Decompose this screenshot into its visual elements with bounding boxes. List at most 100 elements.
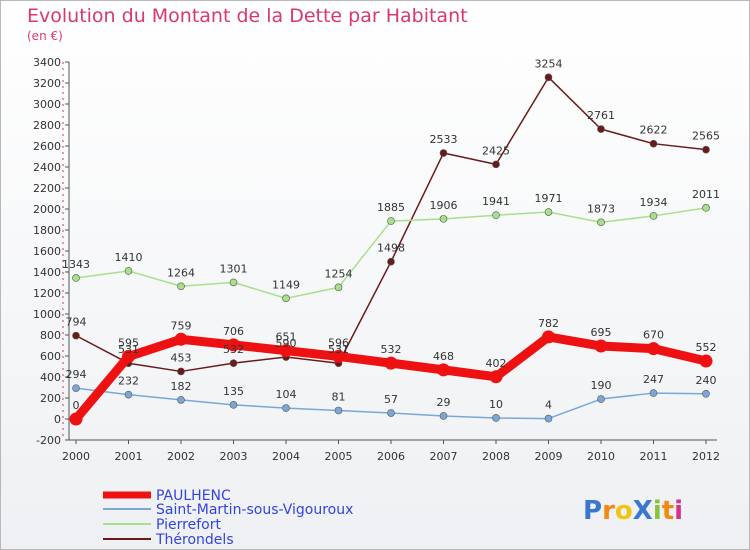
y-tick-label: 200	[40, 392, 61, 405]
y-tick-label: 1000	[33, 308, 61, 321]
data-point-paulhenc	[437, 363, 450, 377]
data-label-paulhenc: 552	[696, 341, 717, 354]
data-point-paulhenc	[384, 356, 398, 370]
data-label-paulhenc: 468	[433, 350, 454, 363]
logo-letter: X	[633, 496, 653, 526]
data-point-th-rondels	[492, 160, 500, 169]
data-point-paulhenc	[594, 339, 608, 353]
data-point-th-rondels	[439, 149, 448, 157]
data-label-saint-martin-sous-vigouroux: 294	[66, 368, 87, 381]
data-point-th-rondels	[387, 257, 395, 266]
data-point-th-rondels	[597, 125, 605, 133]
data-point-paulhenc	[69, 412, 83, 426]
data-label-paulhenc: 695	[591, 326, 612, 339]
data-label-saint-martin-sous-vigouroux: 104	[276, 388, 297, 401]
data-point-saint-martin-sous-vigouroux	[282, 404, 290, 412]
data-label-saint-martin-sous-vigouroux: 247	[643, 373, 664, 386]
data-label-saint-martin-sous-vigouroux: 232	[118, 375, 139, 388]
y-tick-label: -200	[36, 434, 61, 447]
data-label-pierrefort: 1264	[167, 266, 195, 279]
y-tick-label: 800	[40, 329, 61, 342]
data-point-paulhenc	[699, 354, 713, 368]
data-point-saint-martin-sous-vigouroux	[229, 401, 238, 409]
logo-letter: i	[674, 496, 683, 526]
proxiti-logo: ProXiti	[583, 496, 683, 526]
legend-item-pierrefort: Pierrefort	[156, 517, 221, 533]
data-point-th-rondels	[649, 139, 658, 148]
data-point-saint-martin-sous-vigouroux	[387, 409, 395, 417]
data-label-th-rondels: 3254	[535, 57, 563, 70]
y-tick-label: 400	[40, 371, 61, 384]
data-point-th-rondels	[177, 367, 185, 376]
data-point-pierrefort	[124, 267, 133, 275]
y-tick-label: 1200	[33, 287, 61, 300]
data-point-pierrefort	[387, 217, 395, 225]
data-label-saint-martin-sous-vigouroux: 4	[545, 399, 552, 412]
data-label-saint-martin-sous-vigouroux: 135	[223, 385, 244, 398]
data-point-pierrefort	[544, 208, 553, 216]
data-point-saint-martin-sous-vigouroux	[124, 390, 133, 399]
data-point-paulhenc	[332, 349, 345, 363]
data-point-pierrefort	[649, 212, 658, 220]
data-point-paulhenc	[122, 350, 135, 364]
data-label-pierrefort: 1906	[430, 199, 458, 212]
logo-letter: t	[662, 496, 674, 526]
data-point-pierrefort	[439, 215, 448, 223]
data-point-paulhenc	[174, 332, 188, 346]
data-label-saint-martin-sous-vigouroux: 81	[332, 390, 346, 403]
data-label-saint-martin-sous-vigouroux: 57	[384, 393, 398, 406]
legend: PAULHENC Saint-Martin-sous-Vigouroux Pie…	[103, 488, 353, 548]
legend-item-paulhenc: PAULHENC	[156, 488, 231, 504]
data-point-pierrefort	[334, 283, 343, 292]
data-point-paulhenc	[279, 344, 293, 358]
data-label-pierrefort: 1343	[62, 258, 90, 271]
data-label-th-rondels: 453	[171, 351, 192, 364]
data-label-th-rondels: 531	[118, 343, 139, 356]
chart-title: Evolution du Montant de la Dette par Hab…	[27, 5, 468, 27]
y-tick-label: 2600	[33, 140, 61, 153]
logo-letter: r	[602, 496, 615, 526]
data-label-pierrefort: 1301	[220, 262, 248, 275]
y-tick-label: 2200	[33, 182, 61, 195]
data-point-th-rondels	[544, 73, 553, 82]
data-label-paulhenc: 651	[276, 331, 297, 344]
data-label-saint-martin-sous-vigouroux: 10	[489, 398, 503, 411]
x-tick-label: 2008	[482, 450, 510, 463]
logo-letter: i	[653, 496, 662, 526]
data-label-th-rondels: 590	[276, 337, 297, 350]
data-label-th-rondels: 794	[66, 316, 87, 329]
data-label-th-rondels: 2533	[430, 133, 458, 146]
x-tick-label: 2006	[377, 450, 405, 463]
data-label-pierrefort: 1873	[587, 202, 615, 215]
legend-item-saint-martin: Saint-Martin-sous-Vigouroux	[156, 502, 353, 518]
data-point-pierrefort	[597, 218, 605, 227]
data-label-th-rondels: 1498	[377, 242, 405, 255]
data-label-pierrefort: 1934	[640, 196, 668, 209]
data-label-paulhenc: 0	[73, 399, 80, 412]
data-label-th-rondels: 531	[328, 343, 349, 356]
y-tick-label: 2800	[33, 119, 61, 132]
y-tick-label: 3000	[33, 98, 61, 111]
y-tick-label: 1600	[33, 245, 61, 258]
data-point-saint-martin-sous-vigouroux	[72, 384, 80, 392]
x-tick-label: 2007	[430, 450, 458, 463]
data-label-th-rondels: 532	[223, 343, 244, 356]
data-point-pierrefort	[282, 294, 290, 303]
series-lines	[69, 73, 713, 426]
data-label-pierrefort: 1254	[325, 267, 353, 280]
data-label-paulhenc: 670	[643, 329, 664, 342]
data-point-saint-martin-sous-vigouroux	[702, 389, 710, 398]
data-point-saint-martin-sous-vigouroux	[492, 414, 500, 422]
y-tick-label: 3200	[33, 77, 61, 90]
data-labels: 794 531 453 532 590 531 1498 2533 2425 3254 2761 26…	[62, 57, 720, 412]
data-point-pierrefort	[72, 274, 80, 282]
data-label-saint-martin-sous-vigouroux: 190	[591, 379, 612, 392]
data-point-pierrefort	[177, 282, 185, 291]
data-point-paulhenc	[489, 370, 503, 384]
data-point-saint-martin-sous-vigouroux	[544, 414, 553, 423]
data-point-saint-martin-sous-vigouroux	[649, 389, 658, 397]
data-point-pierrefort	[702, 204, 710, 212]
x-tick-label: 2004	[272, 450, 300, 463]
data-label-th-rondels: 2622	[640, 124, 668, 137]
